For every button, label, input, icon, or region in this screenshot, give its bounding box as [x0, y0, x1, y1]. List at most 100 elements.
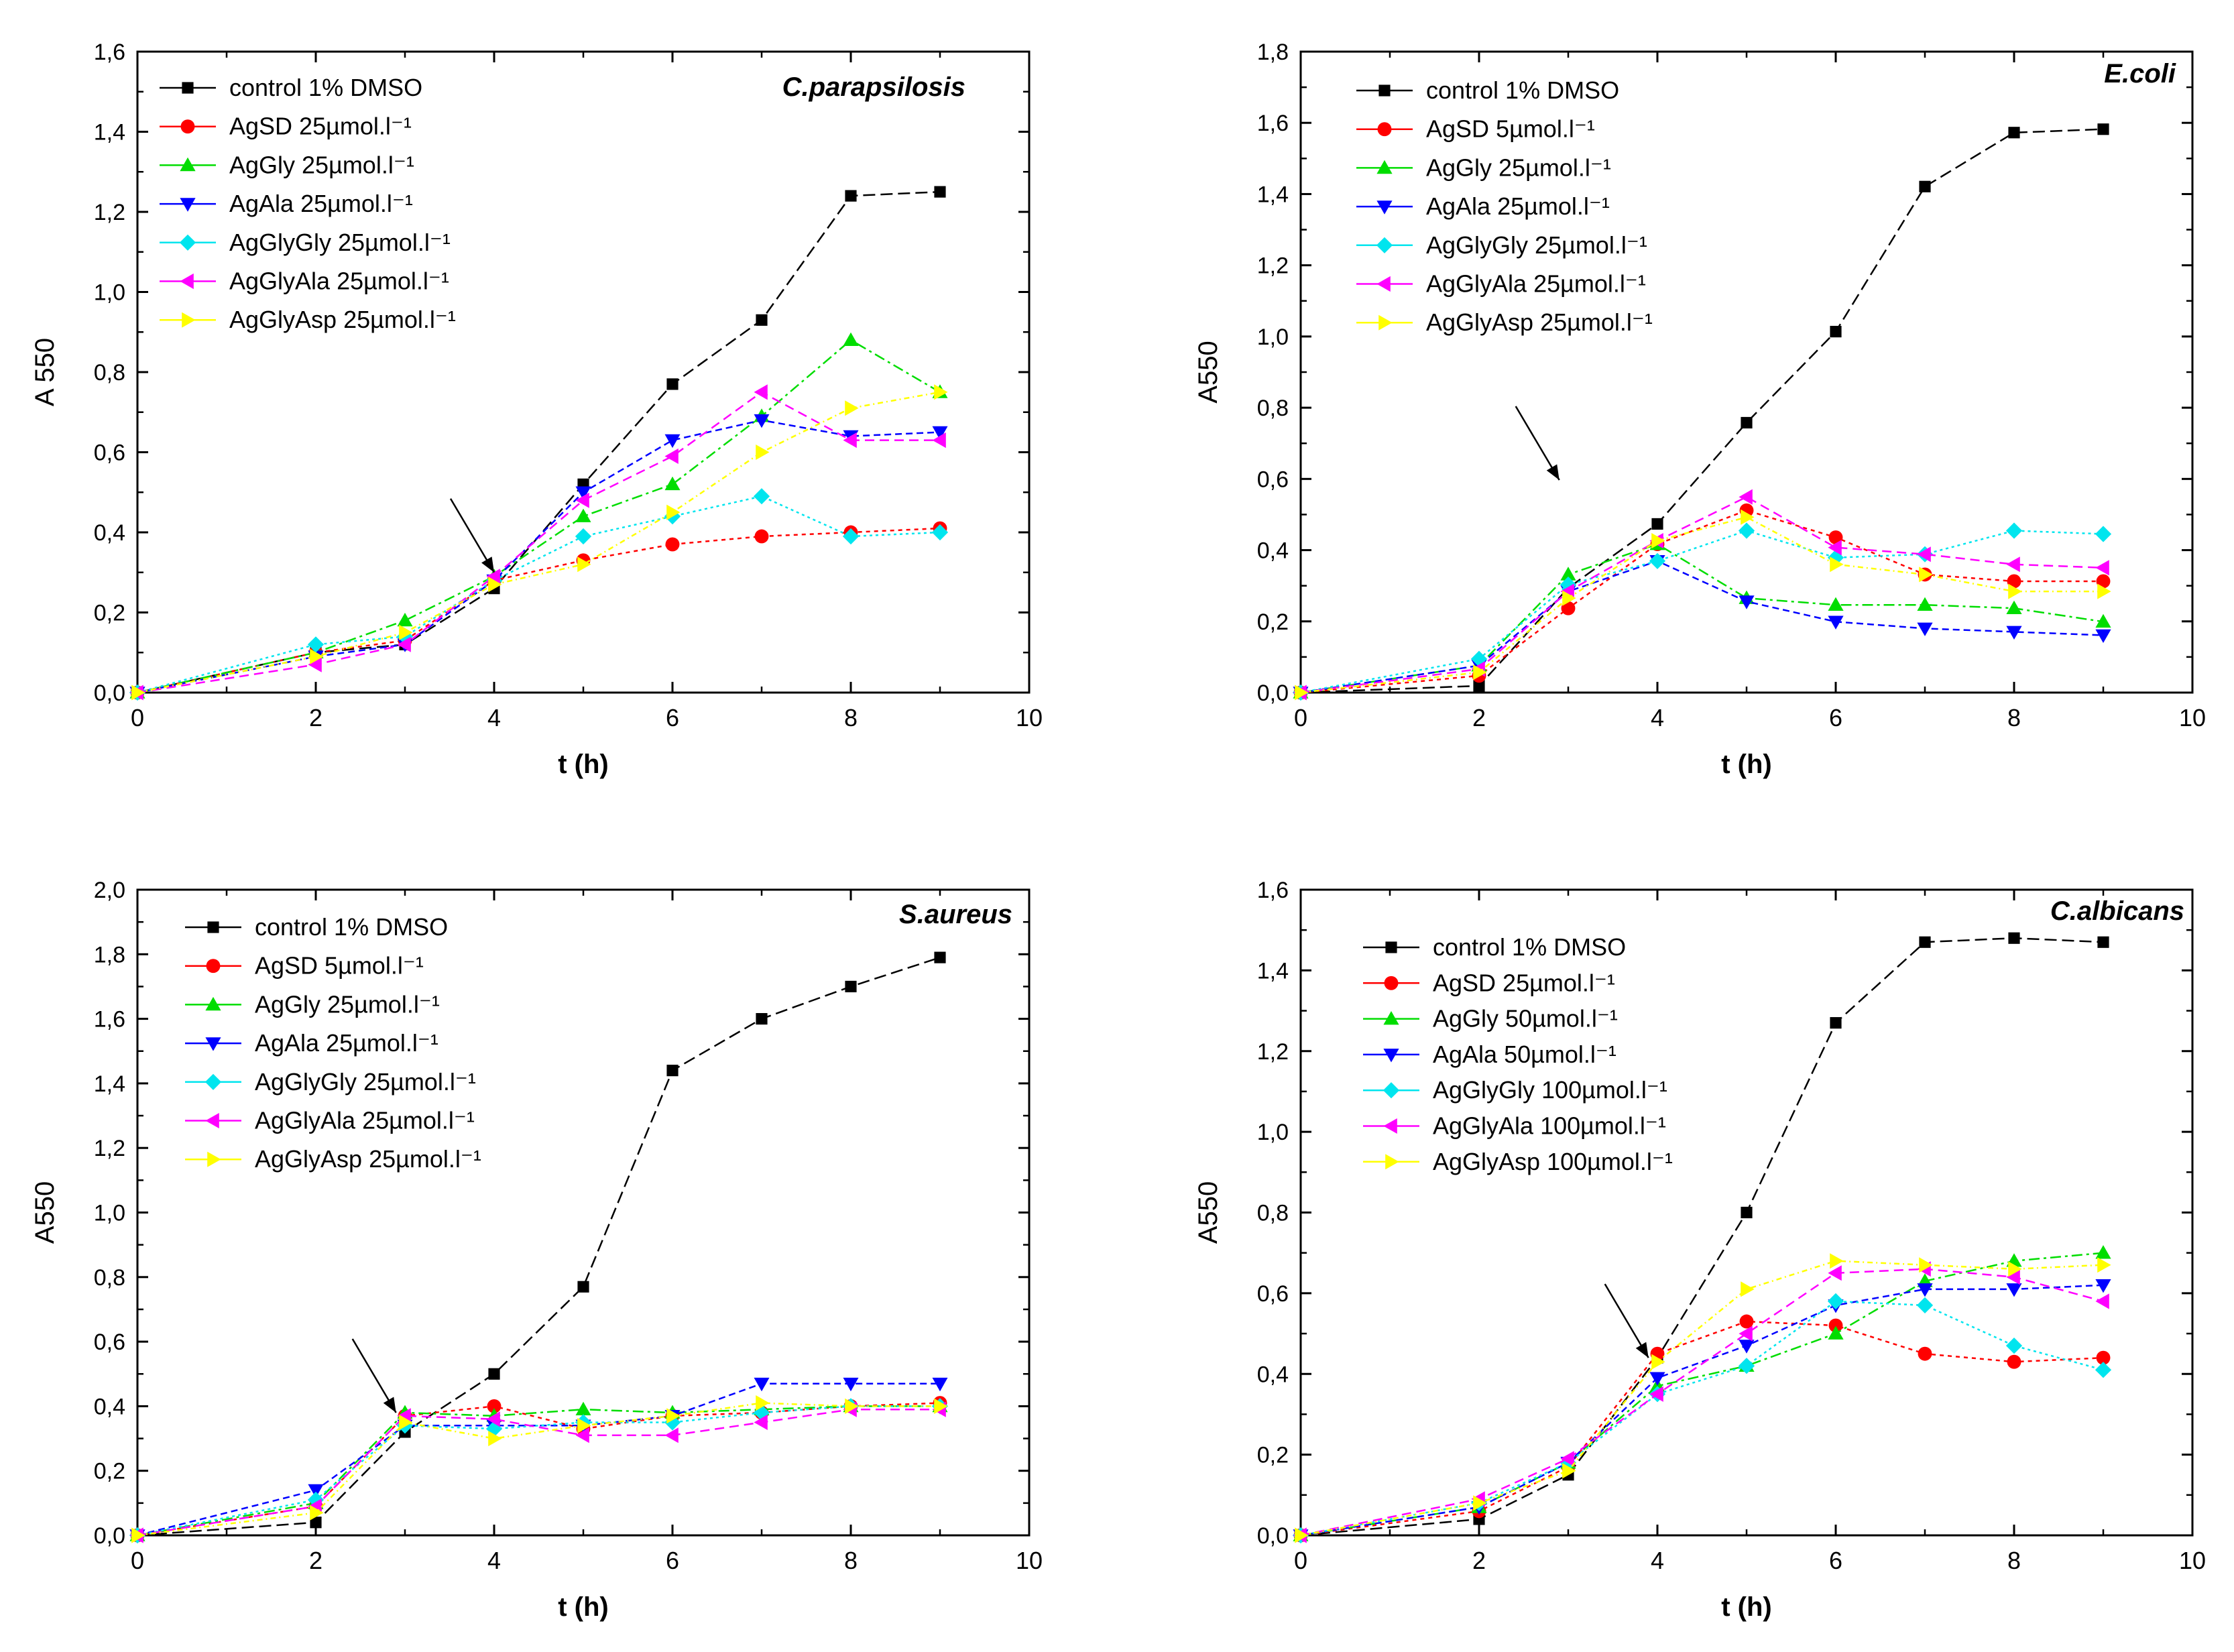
- x-tick-label: 2: [1472, 1547, 1486, 1574]
- data-point: [754, 1377, 770, 1392]
- y-tick-label: 1,2: [94, 1136, 125, 1161]
- y-tick-label: 1,0: [94, 1201, 125, 1226]
- legend-unit: µmol.l⁻¹: [365, 229, 451, 256]
- legend-item: AgGlyAla 25µmol.l⁻¹: [1356, 270, 1646, 298]
- data-point: [1562, 1463, 1576, 1479]
- y-tick-label: 2,0: [94, 878, 125, 903]
- series-5: [129, 1398, 949, 1544]
- legend-item: AgGlyAla 25µmol.l⁻¹: [185, 1107, 475, 1134]
- legend-item: AgGly 25µmol.l⁻¹: [1356, 154, 1611, 181]
- data-point: [2096, 574, 2111, 589]
- data-point: [842, 528, 860, 545]
- data-point: [1649, 1372, 1665, 1386]
- legend-label: AgSD 25µmol.l⁻¹: [229, 113, 412, 140]
- y-tick-label: 0,4: [94, 1394, 125, 1419]
- legend-item: AgGly 25µmol.l⁻¹: [185, 990, 440, 1018]
- data-point: [2006, 600, 2022, 614]
- series-line: [1300, 543, 2104, 694]
- data-point: [1917, 622, 1933, 636]
- data-point: [1560, 567, 1576, 581]
- legend-label: control 1% DMSO: [1433, 933, 1626, 961]
- legend-item: AgGlyAsp 25µmol.l⁻¹: [160, 306, 456, 333]
- x-tick-label: 10: [2179, 1547, 2206, 1574]
- y-tick-label: 0,8: [1257, 396, 1289, 421]
- legend-unit: µmol.l⁻¹: [1531, 1041, 1616, 1068]
- legend-name: AgGly 25: [229, 151, 329, 178]
- data-point: [1827, 1293, 1844, 1309]
- y-tick-label: 0,0: [94, 681, 125, 706]
- series-line: [137, 1408, 940, 1537]
- data-point: [756, 314, 768, 326]
- data-point: [2006, 1283, 2022, 1297]
- legend-item: AgSD 5µmol.l⁻¹: [185, 952, 424, 980]
- x-tick-label: 6: [666, 704, 679, 731]
- legend-unit: µmol.l⁻¹: [1560, 270, 1646, 298]
- x-tick-label: 10: [1016, 1547, 1043, 1574]
- data-point: [1919, 936, 1931, 948]
- legend-name: AgSD 5: [255, 952, 338, 980]
- legend-item: AgGly 50µmol.l⁻¹: [1363, 1005, 1618, 1032]
- data-point: [310, 1517, 322, 1529]
- y-tick-label: 0,0: [1257, 1523, 1289, 1549]
- y-tick-label: 0,2: [1257, 1443, 1289, 1468]
- legend-label: AgAla 50µmol.l⁻¹: [1433, 1041, 1616, 1068]
- legend-item: AgSD 25µmol.l⁻¹: [160, 113, 412, 140]
- series-5: [1292, 1293, 2112, 1544]
- y-tick-label: 1,2: [1257, 1039, 1289, 1065]
- y-axis-label: A550: [1193, 341, 1223, 403]
- data-point: [131, 685, 145, 701]
- legend-item: AgGlyAla 100µmol.l⁻¹: [1363, 1112, 1666, 1140]
- arrow-head: [1635, 1342, 1649, 1358]
- legend-marker: [206, 959, 221, 973]
- legend-name: AgGlyGly 25: [255, 1068, 390, 1096]
- data-point: [1917, 1283, 1933, 1297]
- legend-item: control 1% DMSO: [1356, 76, 1619, 104]
- series-2: [130, 521, 947, 700]
- legend-label: AgGlyAla 25µmol.l⁻¹: [229, 268, 449, 295]
- legend-item: AgAla 25µmol.l⁻¹: [1356, 192, 1610, 220]
- y-tick-label: 0,2: [94, 1459, 125, 1484]
- data-point: [1741, 416, 1753, 429]
- data-point: [2006, 626, 2022, 640]
- legend-item: control 1% DMSO: [1363, 933, 1626, 961]
- data-point: [1473, 664, 1487, 681]
- legend-label: AgGlyAla 25µmol.l⁻¹: [1426, 270, 1646, 298]
- legend-name: AgAla 25: [1426, 192, 1524, 220]
- series-3: [1293, 1245, 2111, 1541]
- chart-panel-4: 0 2 4 6 8 10 0,0 0,2 0,4 0,6 0,8 1,0 1,2 1,4 1,6 t (h) A…: [1193, 878, 2206, 1622]
- series-line: [1300, 1300, 2104, 1537]
- series-6: [129, 1401, 946, 1543]
- legend-unit: µmol.l⁻¹: [1562, 231, 1647, 259]
- y-tick-label: 0,2: [94, 601, 125, 626]
- legend-item: AgAla 50µmol.l⁻¹: [1363, 1041, 1616, 1068]
- data-point: [1741, 1206, 1753, 1219]
- legend-marker: [1383, 1118, 1397, 1134]
- data-point: [575, 486, 591, 500]
- legend-name: AgGlyAsp 25: [255, 1145, 396, 1173]
- data-point: [2008, 932, 2020, 944]
- y-tick-label: 0,6: [1257, 467, 1289, 492]
- x-tick-label: 6: [1829, 1547, 1842, 1574]
- data-point: [2095, 1245, 2111, 1259]
- x-tick-label: 2: [309, 704, 322, 731]
- data-point: [1917, 546, 1931, 563]
- data-point: [2005, 1338, 2023, 1354]
- y-tick-label: 1,4: [94, 120, 125, 145]
- data-point: [486, 569, 500, 585]
- y-tick-label: 0,6: [1257, 1281, 1289, 1307]
- data-point: [575, 508, 591, 522]
- x-axis-label: t (h): [1721, 1592, 1772, 1622]
- legend-marker: [207, 921, 219, 933]
- data-point: [666, 1065, 679, 1077]
- legend-label: AgGlyAsp 25µmol.l⁻¹: [1426, 308, 1653, 336]
- series-7: [131, 384, 948, 701]
- legend-label: AgGly 25µmol.l⁻¹: [229, 151, 414, 178]
- legend-unit: µmol.l⁻¹: [1582, 1076, 1667, 1104]
- data-point: [666, 504, 681, 520]
- y-axis-label: A550: [1193, 1181, 1223, 1244]
- series-line: [1300, 509, 2103, 694]
- data-point: [2097, 1257, 2111, 1273]
- data-point: [1473, 1495, 1487, 1511]
- legend-item: control 1% DMSO: [185, 913, 448, 941]
- legend-marker: [1377, 122, 1392, 137]
